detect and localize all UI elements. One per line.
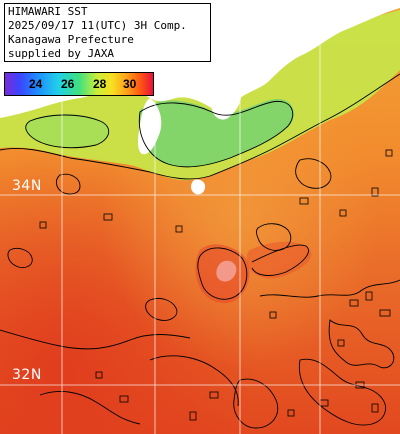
land-izu-peninsula [138, 98, 162, 155]
speckle [175, 225, 183, 233]
map-info-box: HIMAWARI SST 2025/09/17 11(UTC) 3H Comp. K… [4, 3, 211, 62]
contour-southwest [0, 329, 191, 350]
speckle [119, 395, 129, 403]
land-island-oshima [191, 179, 206, 195]
legend-tick-26: 26 [61, 77, 75, 91]
sst-contours [0, 73, 400, 429]
speckle [371, 187, 379, 197]
contour-inner-bay [138, 100, 294, 168]
speckle [365, 291, 373, 301]
warm-patch-east [246, 241, 312, 279]
warm-patch-island [195, 244, 250, 304]
speckle [39, 221, 47, 229]
land-peninsula [211, 82, 242, 120]
speckle [95, 371, 103, 379]
lat-label-34n: 34N [12, 178, 42, 194]
speckle [339, 209, 347, 217]
contour-south-2 [149, 355, 239, 407]
contour-east-front [251, 244, 309, 276]
contour-south-1 [39, 391, 141, 425]
speckle [287, 409, 295, 417]
speckle [385, 149, 393, 157]
legend-tick-28: 28 [93, 77, 107, 91]
contour-south-3 [259, 279, 400, 298]
temperature-legend: 24 26 28 30 [4, 72, 154, 96]
speckle [103, 213, 113, 221]
contour-northeast-offshore [295, 158, 332, 189]
legend-tick-30: 30 [123, 77, 137, 91]
coastal-green-west [25, 114, 110, 148]
coastal-green-water [139, 99, 294, 168]
contour-island-ring [197, 247, 248, 300]
speckle [349, 299, 359, 307]
contour-mid-south [233, 378, 279, 429]
contour-southeast-2 [298, 358, 387, 426]
contour-northwest-patch [55, 173, 81, 195]
map-title: HIMAWARI SST [8, 5, 88, 18]
map-supplier: supplied by JAXA [8, 47, 114, 60]
map-timestamp: 2025/09/17 11(UTC) 3H Comp. [8, 19, 187, 32]
speckle [379, 309, 391, 317]
legend-tick-24: 24 [29, 77, 43, 91]
contour-west-mid [7, 247, 33, 269]
lat-label-32n: 32N [12, 367, 42, 383]
speckle [209, 391, 219, 399]
speckle [299, 197, 309, 205]
speckle [371, 403, 379, 413]
speckle [269, 311, 277, 319]
map-region: Kanagawa Prefecture [8, 33, 134, 46]
speckle [189, 411, 197, 421]
contour-center-mid [145, 297, 178, 321]
contour-west-shelf [25, 114, 110, 149]
contour-southeast [328, 319, 395, 369]
contour-coastal [0, 73, 400, 180]
speckle [337, 339, 345, 347]
